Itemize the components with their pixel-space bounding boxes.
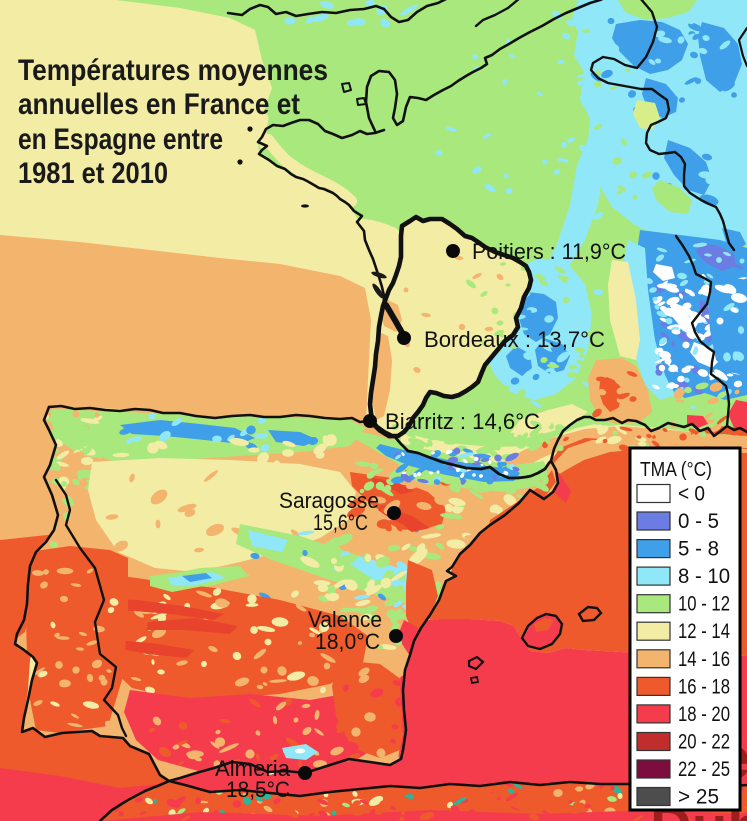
svg-text:10 - 12: 10 - 12 — [678, 593, 730, 616]
svg-text:12 - 14: 12 - 14 — [678, 620, 730, 643]
svg-text:20 - 22: 20 - 22 — [678, 731, 730, 754]
svg-text:Bordeaux : 13,7°C: Bordeaux : 13,7°C — [424, 327, 605, 352]
svg-text:Almeria: Almeria — [215, 756, 291, 781]
svg-text:> 25: > 25 — [678, 786, 719, 809]
svg-text:18,5°C: 18,5°C — [226, 777, 290, 802]
svg-text:18,0°C: 18,0°C — [315, 629, 380, 654]
svg-text:22 - 25: 22 - 25 — [678, 758, 730, 781]
svg-text:Saragosse: Saragosse — [279, 488, 379, 513]
svg-text:Biarritz : 14,6°C: Biarritz : 14,6°C — [385, 409, 540, 434]
svg-text:en Espagne entre: en Espagne entre — [18, 123, 223, 156]
svg-text:Valence: Valence — [308, 607, 382, 632]
svg-text:14 - 16: 14 - 16 — [678, 648, 730, 671]
svg-text:18 - 20: 18 - 20 — [678, 703, 730, 726]
svg-text:Poitiers : 11,9°C: Poitiers : 11,9°C — [472, 239, 626, 264]
svg-text:0 - 5: 0 - 5 — [678, 510, 719, 533]
svg-text:1981 et 2010: 1981 et 2010 — [18, 157, 168, 190]
svg-text:5 - 8: 5 - 8 — [678, 538, 719, 561]
svg-text:15,6°C: 15,6°C — [313, 510, 368, 535]
svg-text:TMA (°C): TMA (°C) — [640, 459, 712, 481]
svg-text:annuelles en France et: annuelles en France et — [18, 88, 300, 121]
svg-text:< 0: < 0 — [678, 483, 705, 506]
svg-text:16 - 18: 16 - 18 — [678, 675, 730, 698]
svg-text:8 - 10: 8 - 10 — [678, 565, 730, 588]
svg-text:Températures moyennes: Températures moyennes — [18, 54, 328, 87]
